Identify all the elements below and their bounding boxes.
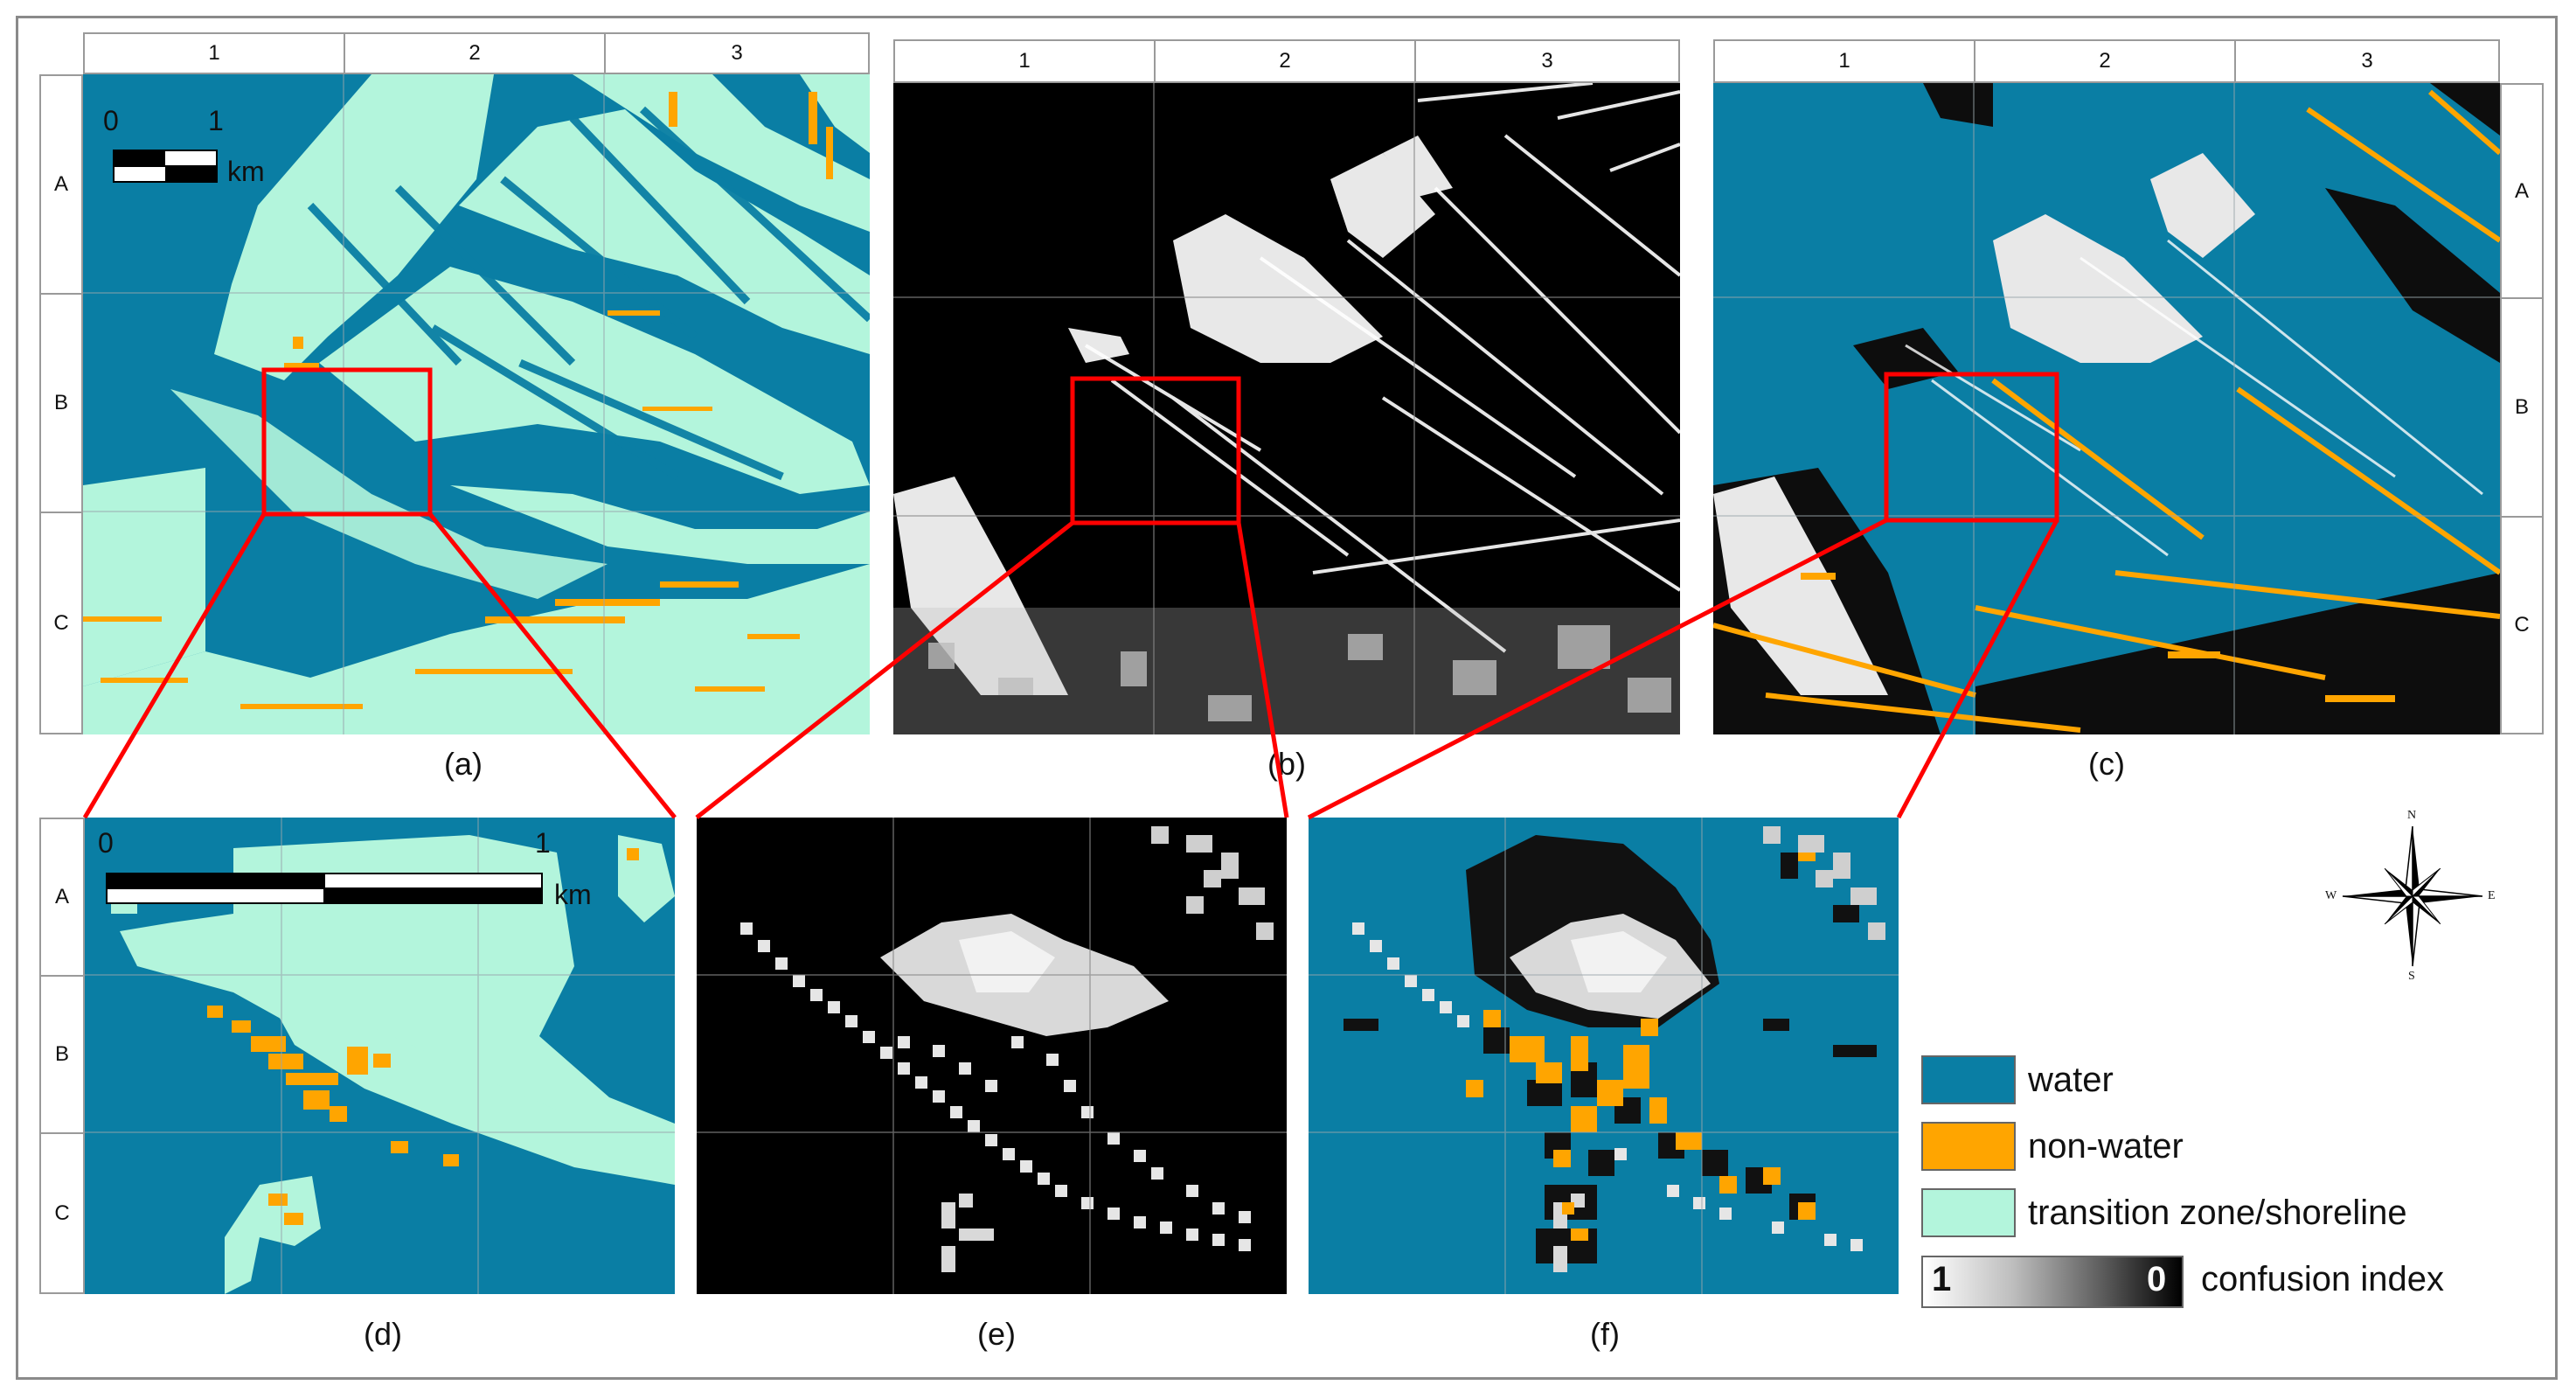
ruler-row-C: C: [2514, 613, 2530, 637]
legend-swatch-non-water: [1921, 1122, 2016, 1171]
scalebar-a-one: 1: [208, 105, 224, 136]
panel-label-f: (f): [1590, 1316, 1620, 1352]
ruler-top-c: 1 2 3: [1713, 39, 2500, 83]
ruler-left-a: A B C: [39, 74, 83, 734]
ruler-col-3: 3: [1541, 49, 1553, 73]
legend-label-transition: transition zone/shoreline: [2028, 1193, 2407, 1232]
legend-swatch-water: [1921, 1055, 2016, 1104]
ruler-row-B: B: [2502, 299, 2542, 518]
compass-s: S: [2408, 970, 2415, 983]
panel-label-e: (e): [977, 1316, 1016, 1352]
map-panel-f: [1309, 818, 1899, 1294]
scalebar-d-unit: km: [554, 879, 592, 910]
ruler-col-3: 3: [2361, 49, 2373, 73]
scalebar-d: [105, 872, 544, 905]
ruler-row-B: B: [41, 295, 81, 513]
ruler-col-2: 2: [1156, 41, 1416, 81]
figure-frame: [16, 16, 2558, 1380]
map-panel-c: [1713, 83, 2500, 734]
ruler-row-B: B: [41, 977, 83, 1134]
legend-item-non-water: non-water: [1921, 1120, 2184, 1173]
ruler-col-1: 1: [895, 41, 1156, 81]
ruler-row-C: C: [53, 610, 69, 635]
compass-e: E: [2488, 889, 2496, 902]
panel-label-c: (c): [2088, 746, 2125, 782]
legend-item-transition: transition zone/shoreline: [1921, 1187, 2407, 1239]
compass-icon: [2342, 825, 2483, 967]
legend-label-non-water: non-water: [2028, 1126, 2184, 1166]
map-panel-e: [697, 818, 1287, 1294]
compass-rose: N S E W: [2325, 809, 2500, 984]
ruler-col-1: 1: [85, 34, 345, 73]
legend-confusion-ramp: [1921, 1256, 2184, 1308]
legend-ramp-low: 1: [1932, 1260, 1952, 1298]
ruler-top-b: 1 2 3: [893, 39, 1680, 83]
ruler-col-2: 2: [345, 34, 606, 73]
compass-w: W: [2325, 889, 2337, 902]
ruler-row-C: C: [54, 1201, 70, 1225]
compass-n: N: [2407, 809, 2417, 822]
legend-ramp-high: 0: [2147, 1260, 2167, 1298]
panel-label-d: (d): [364, 1316, 402, 1352]
ruler-row-A: A: [41, 76, 81, 295]
legend-swatch-transition: [1921, 1188, 2016, 1237]
scalebar-a-unit: km: [227, 156, 265, 187]
ruler-col-1: 1: [1715, 41, 1975, 81]
legend-ramp-label: confusion index: [2201, 1260, 2444, 1298]
ruler-row-A: A: [41, 819, 83, 977]
ruler-right-c: A B C: [2500, 83, 2544, 734]
scalebar-a-zero: 0: [103, 105, 119, 136]
ruler-col-3: 3: [731, 41, 743, 65]
scalebar-d-zero: 0: [98, 827, 114, 859]
panel-label-b: (b): [1267, 746, 1306, 782]
legend-item-water: water: [1921, 1054, 2114, 1106]
ruler-row-A: A: [2502, 85, 2542, 299]
panel-label-a: (a): [444, 746, 483, 782]
ruler-col-2: 2: [1975, 41, 2236, 81]
ruler-top-a: 1 2 3: [83, 32, 870, 74]
map-panel-b: [893, 83, 1680, 734]
scalebar-a: [112, 149, 219, 184]
legend-label-water: water: [2028, 1060, 2114, 1099]
scalebar-d-one: 1: [535, 827, 551, 859]
ruler-left-d: A B C: [39, 818, 85, 1294]
